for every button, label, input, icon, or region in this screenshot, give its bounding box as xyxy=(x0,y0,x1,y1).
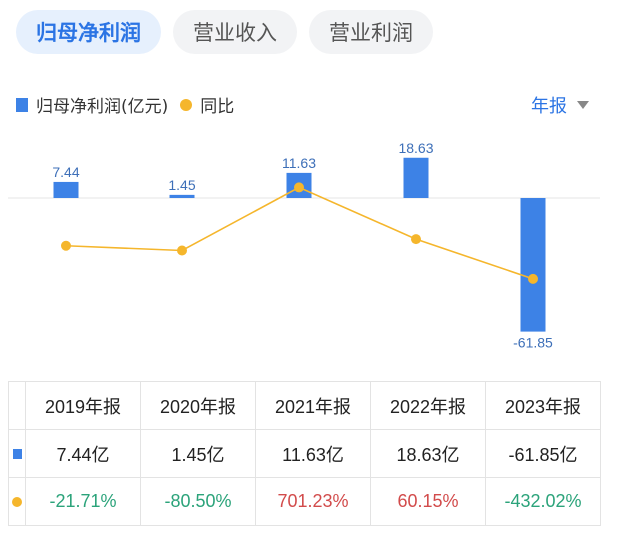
table-cell: 60.15% xyxy=(370,477,486,526)
period-selector-label: 年报 xyxy=(531,96,567,117)
table-cell: -80.50% xyxy=(140,477,256,526)
table-row-profit: 7.44亿 1.45亿 11.63亿 18.63亿 -61.85亿 xyxy=(8,429,601,478)
bar-legend-label: 归母净利润(亿元) xyxy=(36,97,169,117)
bar-2020年报 xyxy=(169,194,195,198)
line-legend-marker xyxy=(180,98,193,111)
caret-down-icon xyxy=(577,101,589,109)
bar-value-label: 18.63 xyxy=(398,140,433,156)
yoy-point-2019年报 xyxy=(61,240,71,251)
line-series-icon xyxy=(12,497,22,507)
metric-tabs: 归母净利润 营业收入 营业利润 xyxy=(16,10,433,54)
yoy-line xyxy=(65,186,534,280)
bar-value-label: -61.85 xyxy=(513,335,553,351)
table-cell: 701.23% xyxy=(255,477,371,526)
table-cell: 1.45亿 xyxy=(140,429,256,478)
table-cell: 18.63亿 xyxy=(370,429,486,478)
chart-legend: 归母净利润(亿元) 同比 xyxy=(16,92,234,117)
table-header-cell: 2021年报 xyxy=(255,381,371,430)
table-header-cell: 2023年报 xyxy=(485,381,601,430)
bar-legend-marker xyxy=(16,97,28,112)
tab-revenue[interactable]: 营业收入 xyxy=(173,10,297,54)
profit-row-marker xyxy=(8,429,26,478)
bar-value-label: 11.63 xyxy=(282,155,316,171)
bar-value-label: 1.45 xyxy=(168,177,195,193)
line-legend-label: 同比 xyxy=(200,97,235,117)
bar-value-label: 7.44 xyxy=(52,164,79,180)
table-header-cell: 2022年报 xyxy=(370,381,486,430)
table-header-cell: 2019年报 xyxy=(25,381,141,430)
tab-net-profit[interactable]: 归母净利润 xyxy=(16,10,161,54)
bar-series-icon xyxy=(12,449,22,459)
table-cell: 7.44亿 xyxy=(25,429,141,478)
yoy-point-2022年报 xyxy=(411,234,421,245)
yoy-row-marker xyxy=(8,477,26,526)
table-corner-cell xyxy=(8,381,26,430)
tab-operating-profit[interactable]: 营业利润 xyxy=(309,10,433,54)
table-cell: -21.71% xyxy=(25,477,141,526)
period-selector[interactable]: 年报 xyxy=(531,92,589,118)
yoy-point-2021年报 xyxy=(294,182,304,193)
profit-chart: 7.44 1.45 11.63 18.63 -61.85 xyxy=(8,140,600,351)
bar-2022年报 xyxy=(403,157,429,198)
table-cell: -432.02% xyxy=(485,477,601,526)
table-header-row: 2019年报 2020年报 2021年报 2022年报 2023年报 xyxy=(8,381,601,430)
yoy-point-2023年报 xyxy=(528,273,538,284)
bar-2023年报 xyxy=(520,198,546,332)
table-cell: 11.63亿 xyxy=(255,429,371,478)
yoy-point-2020年报 xyxy=(177,245,187,256)
table-header-cell: 2020年报 xyxy=(140,381,256,430)
bar-2019年报 xyxy=(53,181,79,198)
data-table: 2019年报 2020年报 2021年报 2022年报 2023年报 7.44亿… xyxy=(8,381,601,526)
table-cell: -61.85亿 xyxy=(485,429,601,478)
table-row-yoy: -21.71% -80.50% 701.23% 60.15% -432.02% xyxy=(8,477,601,526)
